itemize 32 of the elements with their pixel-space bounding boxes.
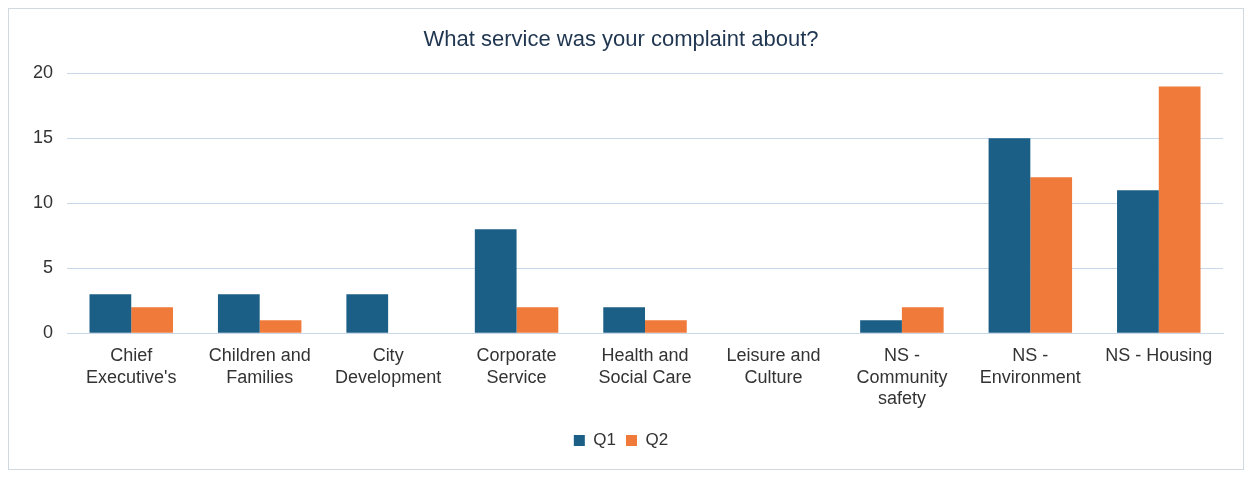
bar (89, 294, 132, 333)
bar (988, 138, 1031, 333)
bar (1158, 86, 1201, 333)
x-tick-label: NS - Housing (1105, 344, 1213, 365)
legend-label: Q2 (645, 430, 669, 450)
bar (645, 320, 687, 333)
x-tick-label: Leisure and Culture (726, 344, 821, 387)
x-tick-label: NS - Community safety (856, 344, 948, 409)
bar (603, 307, 646, 333)
y-tick-label: 15 (32, 127, 54, 148)
bar (346, 294, 389, 333)
y-tick-label: 10 (32, 192, 54, 213)
x-tick-label: NS - Environment (979, 344, 1081, 387)
bar (1117, 190, 1159, 333)
bar (901, 307, 944, 333)
bar (474, 229, 517, 333)
x-tick-label: Chief Executive's (86, 344, 177, 387)
bar (131, 307, 173, 333)
x-tick-label: City Development (335, 344, 442, 387)
chart-title: What service was your complaint about? (423, 26, 819, 52)
x-tick-label: Corporate Service (476, 344, 557, 387)
bar (217, 294, 260, 333)
bar (259, 320, 302, 333)
y-tick-label: 20 (32, 62, 54, 83)
legend-label: Q1 (593, 430, 617, 450)
x-tick-label: Children and Families (208, 344, 311, 387)
y-tick-label: 0 (43, 322, 54, 343)
bar (516, 307, 559, 333)
bar (860, 320, 902, 333)
y-tick-label: 5 (43, 257, 54, 278)
x-tick-label: Health and Social Care (598, 344, 692, 387)
bar (1030, 177, 1073, 333)
